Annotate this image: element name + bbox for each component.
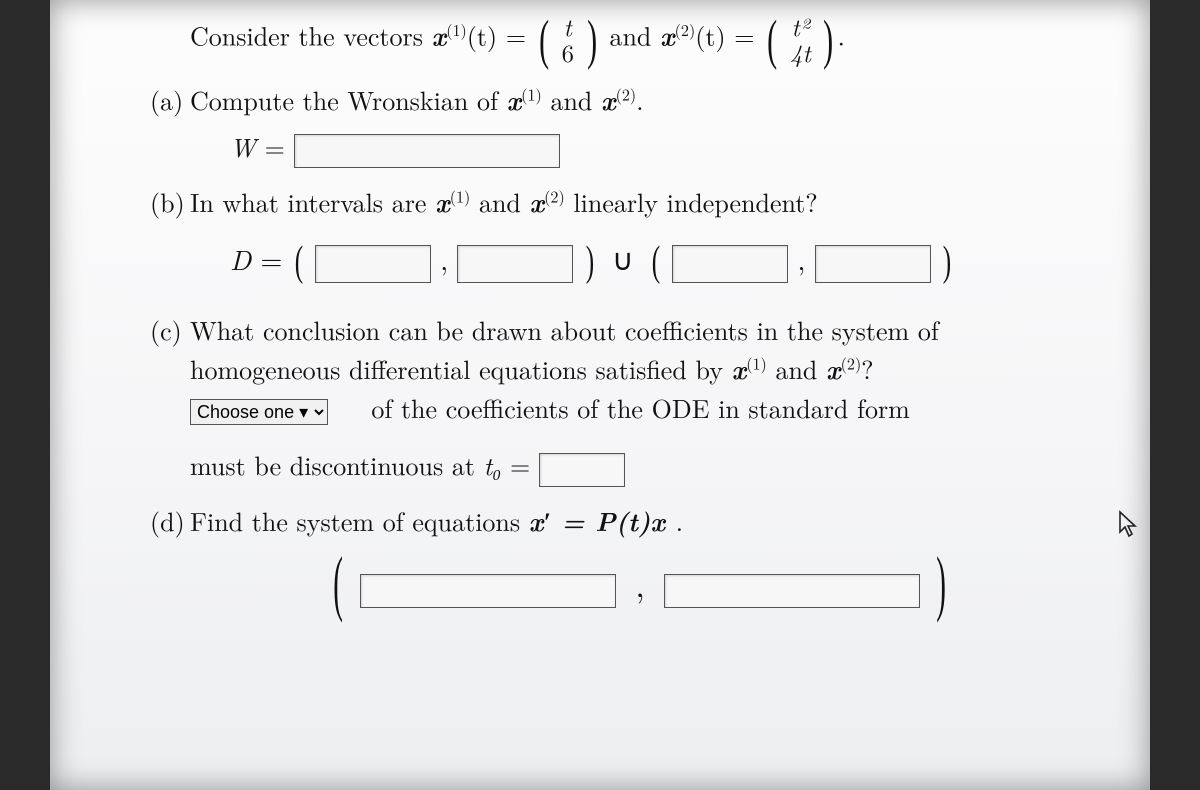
a-end: . bbox=[636, 81, 643, 118]
interval1-a-input[interactable] bbox=[315, 245, 431, 283]
p12-input[interactable] bbox=[664, 574, 920, 608]
interval2-a-input[interactable] bbox=[672, 245, 788, 283]
d-matrix-row: ( , ) bbox=[190, 554, 1090, 612]
interval1-b-input[interactable] bbox=[457, 245, 573, 283]
a-x1: x bbox=[507, 80, 522, 118]
c-line4-pre: must be discontinuous at bbox=[190, 446, 484, 483]
x2-bot: 4t bbox=[790, 40, 811, 66]
interval2-b-input[interactable] bbox=[815, 245, 931, 283]
c-line3: of the coefficients of the ODE in standa… bbox=[363, 389, 910, 426]
c-x1: x bbox=[732, 349, 747, 387]
big-rparen-icon: ) bbox=[937, 554, 947, 612]
t0-input[interactable] bbox=[539, 453, 625, 487]
coefficient-choice-select[interactable]: Choose one ▾ bbox=[190, 399, 328, 425]
p11-input[interactable] bbox=[360, 574, 616, 608]
x1-arg: (t) = bbox=[467, 17, 535, 54]
x1-column-vector: t 6 bbox=[562, 14, 574, 66]
intro-lead: Consider the vectors bbox=[190, 17, 432, 54]
d-end: . bbox=[676, 502, 683, 539]
b-x1-sup: (1) bbox=[450, 185, 471, 208]
a-eq: = bbox=[265, 128, 294, 165]
b-D: D bbox=[230, 239, 251, 279]
lparen-icon: ( bbox=[652, 231, 660, 294]
a-x1-sup: (1) bbox=[521, 82, 542, 105]
intro-line: Consider the vectors x(1)(t) = ( t 6 ) a… bbox=[190, 14, 1090, 66]
b-x1: x bbox=[435, 182, 450, 220]
rparen-icon: ) bbox=[943, 231, 951, 294]
b-eq: = bbox=[260, 239, 291, 279]
c-x2-sup: (2) bbox=[841, 352, 862, 375]
part-a-label: (a) bbox=[150, 80, 183, 119]
c-line1: What conclusion can be drawn about coeff… bbox=[190, 311, 939, 348]
c-line2-pre: homogeneous differential equations satis… bbox=[190, 350, 732, 387]
c-eq: = bbox=[510, 446, 539, 483]
c-q: ? bbox=[861, 350, 873, 387]
x1-sup: (1) bbox=[446, 18, 467, 41]
lparen-icon: ( bbox=[294, 231, 302, 294]
wronskian-input[interactable] bbox=[294, 134, 560, 168]
x2-column-vector: t² 4t bbox=[790, 14, 811, 66]
c-t0: t₀ bbox=[484, 446, 502, 483]
b-answer-line: D = ( , ) ∪ ( , ) bbox=[230, 231, 1090, 294]
c-x2: x bbox=[826, 349, 841, 387]
x2-symbol: x bbox=[660, 16, 675, 54]
rparen-icon: ) bbox=[585, 231, 593, 294]
b-x2: x bbox=[530, 182, 545, 220]
cursor-icon bbox=[1118, 510, 1138, 546]
lparen-icon: ( bbox=[539, 15, 549, 64]
part-b-label: (b) bbox=[150, 182, 185, 221]
b-and: and bbox=[479, 183, 530, 220]
a-x2-sup: (2) bbox=[616, 82, 637, 105]
b-tail: linearly independent? bbox=[573, 183, 817, 220]
c-and: and bbox=[775, 350, 826, 387]
part-d: (d) Find the system of equations x′ = P(… bbox=[190, 501, 1090, 612]
part-d-label: (d) bbox=[150, 501, 185, 540]
part-b: (b) In what intervals are x(1) and x(2) … bbox=[190, 182, 1090, 294]
union-icon: ∪ bbox=[606, 237, 640, 279]
c-x1-sup: (1) bbox=[746, 352, 767, 375]
b-comma1: , bbox=[440, 239, 448, 279]
d-comma: , bbox=[625, 559, 654, 607]
matrix-top-row: , bbox=[360, 558, 920, 608]
a-text-pre: Compute the Wronskian of bbox=[190, 81, 507, 118]
problem-page: Consider the vectors x(1)(t) = ( t 6 ) a… bbox=[50, 0, 1150, 790]
d-text-pre: Find the system of equations bbox=[190, 502, 529, 539]
d-eqn: x′ = P(t)x bbox=[529, 501, 676, 539]
a-and: and bbox=[550, 81, 601, 118]
a-x2: x bbox=[601, 80, 616, 118]
x1-bot: 6 bbox=[562, 40, 574, 66]
intro-end: . bbox=[838, 17, 845, 54]
big-lparen-icon: ( bbox=[334, 554, 344, 612]
part-c: (c) What conclusion can be drawn about c… bbox=[190, 310, 1090, 486]
part-c-label: (c) bbox=[150, 310, 182, 349]
b-text-pre: In what intervals are bbox=[190, 183, 435, 220]
rparen-icon: ) bbox=[824, 15, 834, 64]
b-comma2: , bbox=[798, 239, 806, 279]
intro-mid: and bbox=[609, 17, 660, 54]
b-x2-sup: (2) bbox=[544, 185, 565, 208]
rparen-icon: ) bbox=[587, 15, 597, 64]
x1-symbol: x bbox=[432, 16, 447, 54]
x2-arg: (t) = bbox=[695, 17, 763, 54]
a-answer-line: W = bbox=[230, 127, 1090, 168]
lparen-icon: ( bbox=[767, 15, 777, 64]
a-W: W bbox=[230, 128, 256, 165]
x2-sup: (2) bbox=[675, 18, 696, 41]
part-a: (a) Compute the Wronskian of x(1) and x(… bbox=[190, 80, 1090, 168]
